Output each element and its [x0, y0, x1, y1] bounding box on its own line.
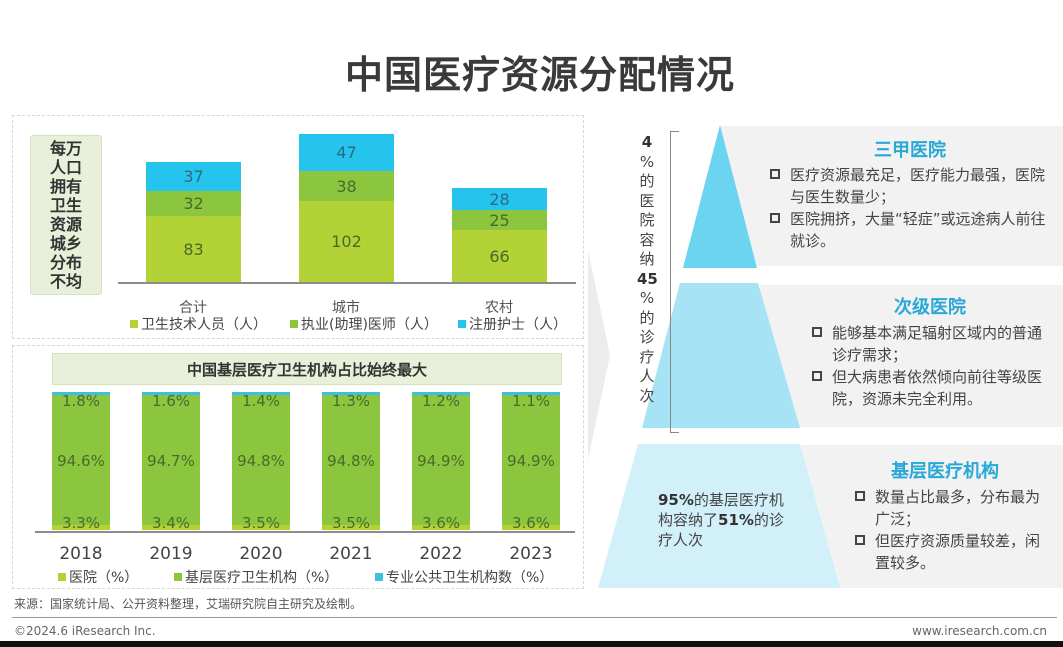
chart2-bar-2019: 1.6% 94.7% 3.4% — [142, 392, 200, 532]
tier-title-mid: 次级医院 — [894, 297, 966, 318]
checkbox-square-icon — [812, 371, 822, 381]
chart1-bar-city: 47 38 102 — [299, 134, 394, 282]
page-title: 中国医疗资源分配情况 — [344, 53, 735, 97]
bar-seg-tech-staff: 83 — [146, 216, 241, 282]
chart1-bar-total: 37 32 83 — [146, 162, 241, 282]
chart2-year-label: 2021 — [329, 544, 373, 564]
checkbox-square-icon — [812, 327, 822, 337]
chart2-bar-2018: 1.8% 94.6% 3.3% — [52, 392, 110, 532]
chart2-legend-grassroots: 基层医疗卫生机构（%） — [174, 567, 338, 587]
chart2-year-label: 2020 — [239, 544, 283, 564]
bar-seg-nurses: 28 — [452, 188, 547, 210]
copyright: ©2024.6 iResearch Inc. — [14, 624, 156, 638]
chart2-bar-2022: 1.2% 94.9% 3.6% — [412, 392, 470, 532]
bullet-item: 但医疗资源质量较差，闲置较多。 — [855, 530, 1045, 574]
chart1-bar-rural: 28 25 66 — [452, 188, 547, 282]
bullet-item: 但大病患者依然倾向前往等级医院，资源未完全利用。 — [812, 366, 1052, 410]
chart2-bar-2020: 1.4% 94.8% 3.5% — [232, 392, 290, 532]
pyramid-base-note: 95%的基层医疗机构容纳了51%的诊疗人次 — [658, 491, 784, 549]
bar-seg-doctors: 25 — [452, 210, 547, 230]
chart2-banner: 中国基层医疗卫生机构占比始终最大 — [52, 353, 562, 385]
tier-bg-top — [720, 126, 1063, 266]
bar-seg-nurses: 47 — [299, 134, 394, 171]
pyramid-bracket — [670, 131, 679, 433]
chart2-year-label: 2018 — [59, 544, 103, 564]
source-note: 来源：国家统计局、公开资料整理，艾瑞研究院自主研究及绘制。 — [14, 597, 363, 611]
bar-seg-tech-staff: 66 — [452, 230, 547, 282]
bullet-item: 医院拥挤，大量“轻症”或远途病人前往就诊。 — [770, 208, 1050, 252]
chart2-year-label: 2023 — [509, 544, 553, 564]
chart1-x-axis — [118, 282, 576, 284]
chart1-cat-label: 城市 — [332, 300, 360, 316]
bar-seg-doctors: 32 — [146, 191, 241, 216]
tier-title-top: 三甲医院 — [874, 140, 946, 161]
checkbox-square-icon — [855, 491, 865, 501]
checkbox-square-icon — [855, 535, 865, 545]
website-link[interactable]: www.iresearch.com.cn — [912, 624, 1047, 638]
bar-seg-doctors: 38 — [299, 171, 394, 201]
chart1-legend-tech-staff: 卫生技术人员（人） — [130, 314, 267, 334]
bullet-item: 医疗资源最充足，医疗能力最强，医院与医生数量少； — [770, 164, 1050, 208]
tier-bullets-base: 数量占比最多，分布最为广泛； 但医疗资源质量较差，闲置较多。 — [855, 486, 1045, 574]
tier-title-base: 基层医疗机构 — [891, 461, 999, 482]
chart1-legend-doctors: 执业(助理)医师（人） — [290, 314, 438, 334]
chart1-legend-nurses: 注册护士（人） — [458, 314, 567, 334]
tier-bg-base — [800, 445, 1063, 588]
chart2-legend-hospital: 医院（%） — [58, 567, 138, 587]
chart2-year-label: 2019 — [149, 544, 193, 564]
chart2-bar-2023: 1.1% 94.9% 3.6% — [502, 392, 560, 532]
chart2-x-axis — [35, 531, 575, 533]
chart2-legend-public-health: 专业公共卫生机构数（%） — [375, 567, 553, 587]
chart2-year-label: 2022 — [419, 544, 463, 564]
bottom-edge — [0, 641, 1063, 647]
chart1-cat-label: 农村 — [485, 300, 513, 316]
tier-bg-mid — [760, 285, 1063, 427]
checkbox-square-icon — [770, 213, 780, 223]
bar-seg-tech-staff: 102 — [299, 201, 394, 282]
chart1-cat-label: 合计 — [179, 300, 207, 316]
arrow-right-icon — [588, 250, 610, 460]
footer-divider — [12, 617, 1057, 618]
checkbox-square-icon — [770, 169, 780, 179]
bullet-item: 数量占比最多，分布最为广泛； — [855, 486, 1045, 530]
bar-seg-nurses: 37 — [146, 162, 241, 191]
chart2-bar-2021: 1.3% 94.8% 3.5% — [322, 392, 380, 532]
pyramid-side-note: 4 % 的医院容纳 45 % 的诊疗人次 — [637, 133, 658, 405]
tier-bullets-top: 医疗资源最充足，医疗能力最强，医院与医生数量少； 医院拥挤，大量“轻症”或远途病… — [770, 164, 1050, 252]
bullet-item: 能够基本满足辐射区域内的普通诊疗需求； — [812, 322, 1052, 366]
chart1-side-label: 每万人口拥有卫生资源城乡分布不均 — [30, 135, 102, 295]
tier-bullets-mid: 能够基本满足辐射区域内的普通诊疗需求； 但大病患者依然倾向前往等级医院，资源未完… — [812, 322, 1052, 410]
